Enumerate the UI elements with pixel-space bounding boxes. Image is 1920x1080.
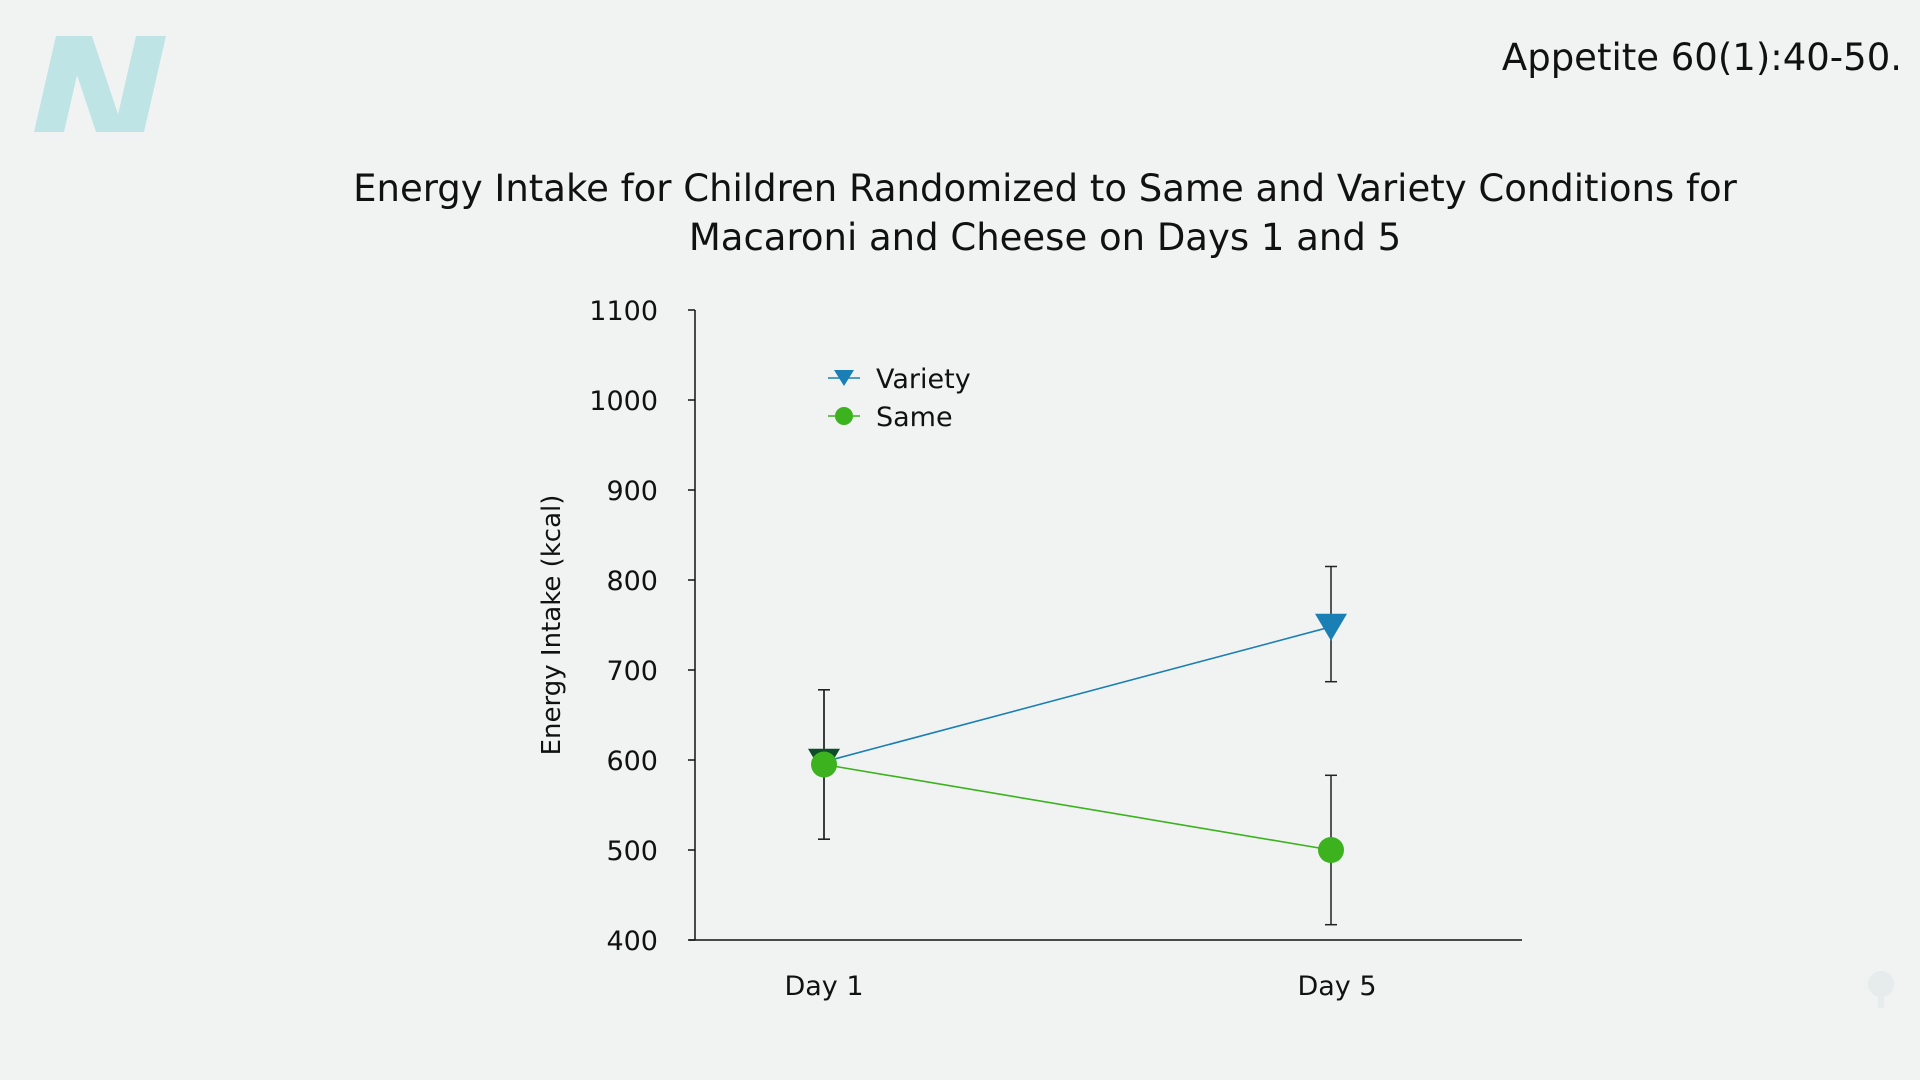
y-tick-label: 800 xyxy=(606,566,658,597)
legend: Variety Same xyxy=(828,364,971,433)
series-same xyxy=(818,689,1337,926)
data-point-variety xyxy=(1315,613,1347,641)
y-tick-label: 400 xyxy=(606,926,658,957)
y-tick-label: 1100 xyxy=(589,296,658,327)
series-variety xyxy=(818,565,1337,840)
y-tick-label: 900 xyxy=(606,476,658,507)
legend-label-same: Same xyxy=(876,402,953,433)
data-point-same xyxy=(811,751,837,778)
y-tick-label: 1000 xyxy=(589,386,658,417)
series-line xyxy=(823,626,1332,763)
citation: Appetite 60(1):40-50. xyxy=(1501,36,1902,79)
y-axis-title: Energy Intake (kcal) xyxy=(537,495,567,756)
chart-title: Energy Intake for Children Randomized to… xyxy=(320,164,1770,262)
brand-logo xyxy=(34,36,166,132)
chart-title-line-2: Macaroni and Cheese on Days 1 and 5 xyxy=(688,216,1402,259)
data-point-same xyxy=(1318,837,1344,863)
series-layer xyxy=(808,565,1347,926)
series-line xyxy=(823,763,1332,851)
y-tick-label: 500 xyxy=(606,836,658,867)
corner-watermark-icon xyxy=(1868,971,1894,1008)
x-tick-label: Day 5 xyxy=(1297,971,1376,1002)
y-tick-label: 600 xyxy=(606,746,658,777)
y-tick-label: 700 xyxy=(606,656,658,687)
y-axis-ticks: 400 500 600 700 800 900 1000 1100 xyxy=(589,296,695,957)
x-tick-label: Day 1 xyxy=(784,971,863,1002)
x-axis-ticks: Day 1 Day 5 xyxy=(784,971,1376,1002)
chart-title-line-1: Energy Intake for Children Randomized to… xyxy=(353,167,1737,210)
legend-marker-same xyxy=(835,407,853,425)
legend-label-variety: Variety xyxy=(876,364,971,395)
chart-axes xyxy=(689,310,1522,941)
legend-marker-variety xyxy=(834,370,854,386)
